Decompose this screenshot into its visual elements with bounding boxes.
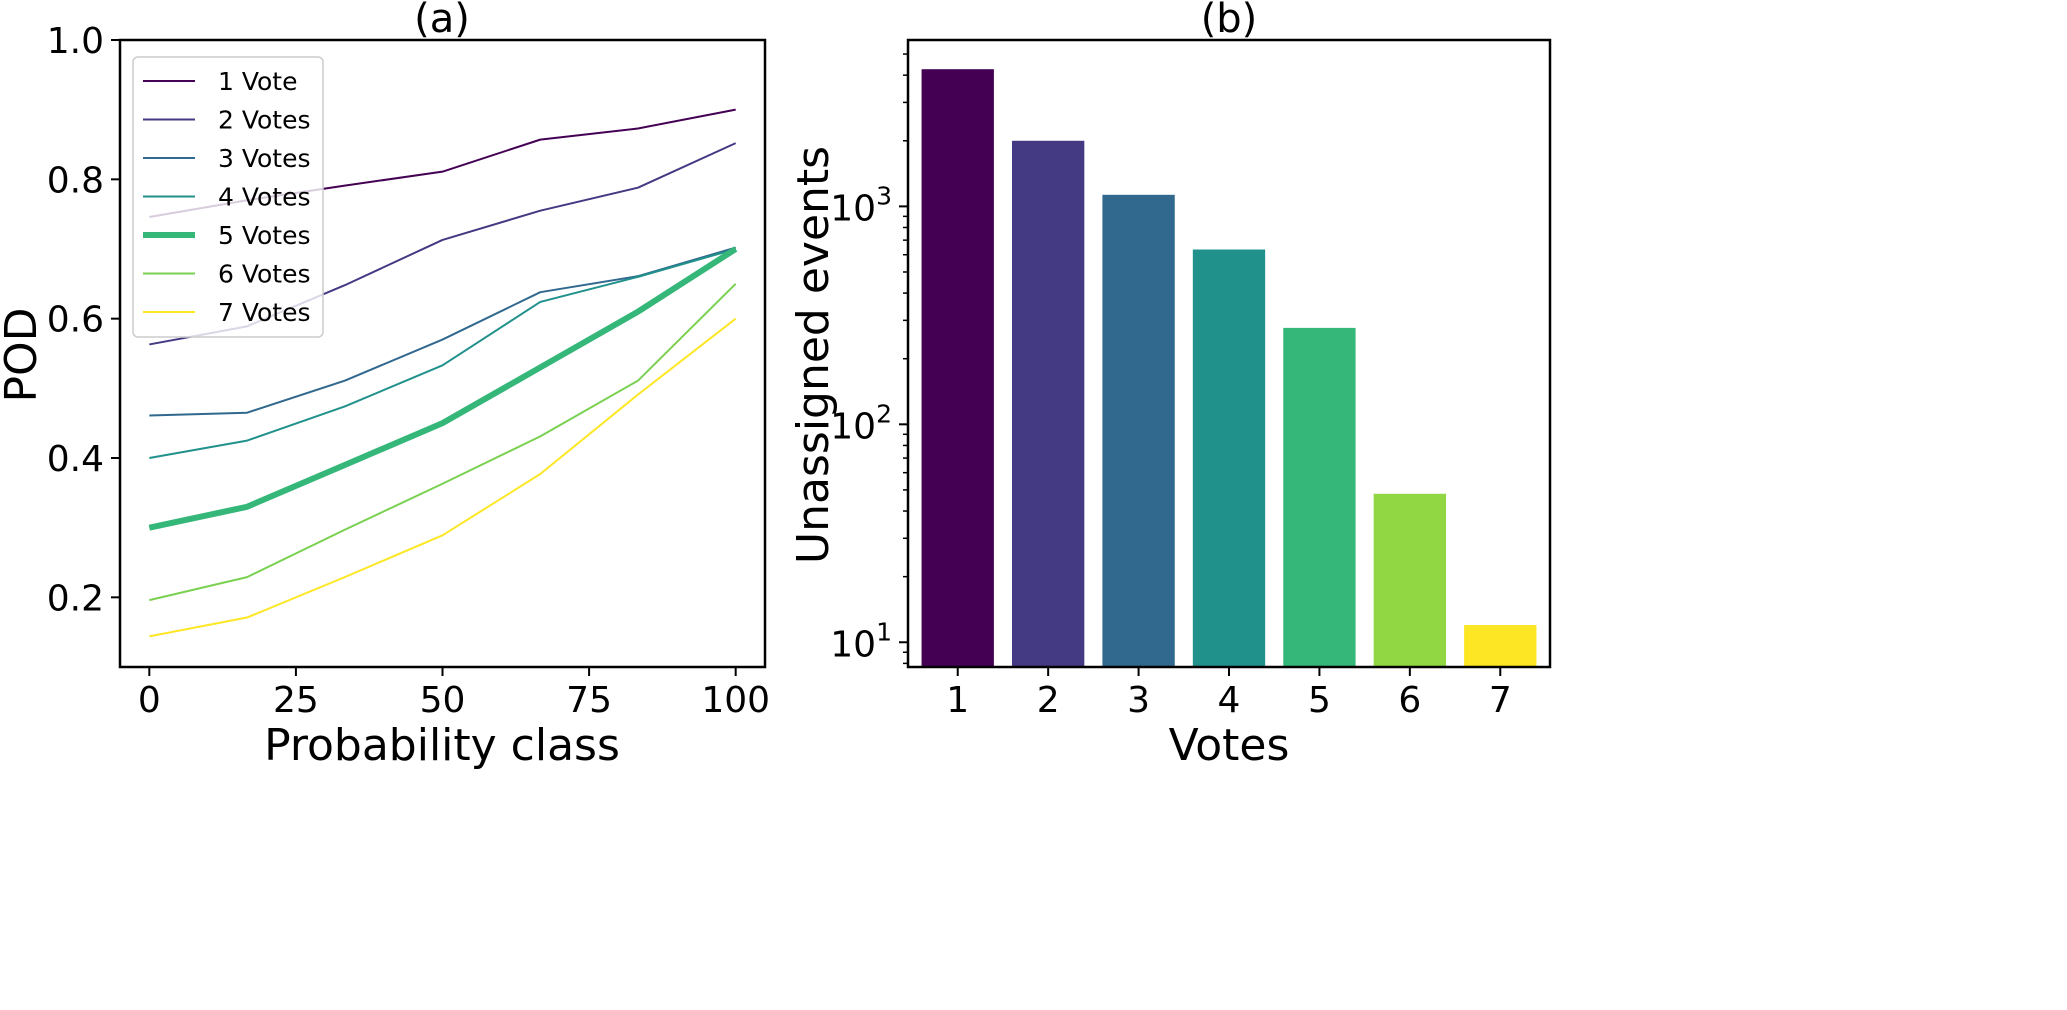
panel-a-xlabel: Probability class — [264, 720, 620, 771]
y-tick-label: 102 — [830, 399, 892, 447]
x-tick-label: 3 — [1127, 680, 1150, 721]
series-line-6-votes — [149, 283, 737, 602]
y-tick-label: 103 — [830, 181, 892, 229]
legend: 1 Vote 2 Votes 3 Votes 4 Votes 5 Votes 6 Vote… — [132, 56, 324, 338]
x-tick-label: 0 — [138, 680, 161, 721]
series-line-7-votes — [149, 317, 737, 638]
series-line-4-votes — [149, 248, 736, 459]
panel-a-title: (a) — [414, 0, 470, 42]
panel-a-axes-frame — [118, 38, 767, 669]
panel-b-title: (b) — [1201, 0, 1258, 42]
y-tick-label: 0.2 — [47, 578, 104, 619]
x-tick-label: 1 — [946, 680, 969, 721]
legend-label: 4 Votes — [218, 183, 311, 212]
legend-label: 1 Vote — [218, 67, 298, 96]
legend-label: 6 Votes — [218, 260, 311, 289]
y-tick-label: 0.8 — [47, 160, 104, 201]
y-tick-label: 101 — [830, 617, 892, 665]
bar-votes-1 — [921, 69, 994, 667]
panel-b-xlabel: Votes — [1169, 720, 1290, 771]
x-tick-label: 50 — [420, 680, 466, 721]
y-tick-label: 0.6 — [47, 300, 104, 341]
legend-label: 5 Votes — [218, 221, 311, 250]
legend-label: 2 Votes — [218, 106, 311, 135]
y-tick-label: 0.4 — [47, 439, 104, 480]
x-tick-label: 7 — [1489, 680, 1512, 721]
panel-b-axes-frame — [906, 38, 1552, 669]
x-tick-label: 6 — [1398, 680, 1421, 721]
bar-votes-5 — [1283, 327, 1356, 667]
bar-votes-7 — [1464, 625, 1537, 667]
panel-a-ylabel: POD — [0, 307, 47, 402]
bar-votes-4 — [1192, 249, 1266, 667]
bar-votes-2 — [1011, 140, 1085, 667]
y-tick-label: 1.0 — [47, 21, 104, 62]
panel-b: (b) Votes Unassigned events 1 2 3 4 5 6 7 101 10… — [788, 0, 1552, 771]
x-tick-label: 4 — [1218, 680, 1241, 721]
x-tick-label: 25 — [273, 680, 319, 721]
series-line-5-votes — [148, 246, 738, 531]
panel-b-ylabel: Unassigned events — [788, 146, 839, 564]
x-tick-label: 2 — [1037, 680, 1060, 721]
legend-label: 3 Votes — [218, 144, 311, 173]
bar-votes-3 — [1102, 194, 1175, 667]
x-tick-label: 5 — [1308, 680, 1331, 721]
legend-frame — [132, 56, 324, 338]
x-tick-label: 75 — [566, 680, 612, 721]
panel-a: (a) Probability class POD 0 25 50 75 100 0.2 0… — [0, 0, 770, 771]
x-tick-label: 100 — [701, 680, 770, 721]
legend-label: 7 Votes — [218, 298, 311, 327]
bar-votes-6 — [1373, 493, 1447, 667]
